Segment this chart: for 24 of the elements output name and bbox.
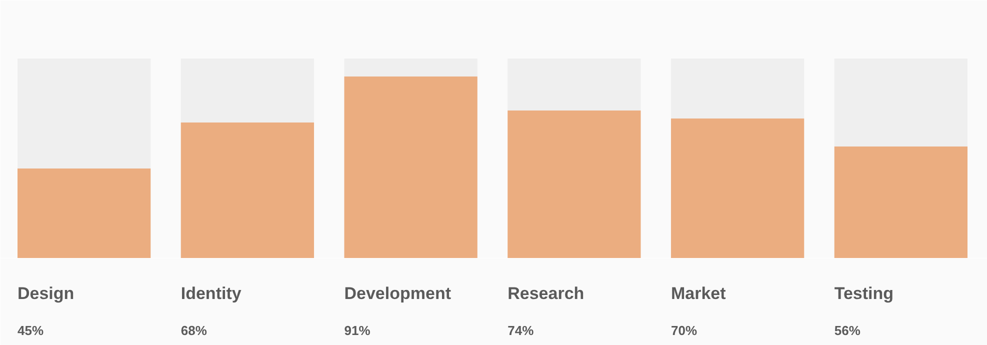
data-label: 91% (344, 323, 371, 338)
bar (180, 122, 314, 258)
bar (344, 58, 478, 76)
bar (670, 58, 804, 118)
bar (18, 58, 151, 168)
bar (834, 58, 968, 146)
bar (834, 146, 968, 258)
x-tick-label: Research (508, 284, 584, 303)
bar (18, 168, 151, 258)
bar (508, 58, 641, 110)
bar (670, 118, 804, 258)
data-label: 68% (180, 323, 208, 338)
bar (508, 110, 641, 258)
x-tick-label: Testing (834, 284, 894, 303)
data-label: 70% (670, 323, 698, 338)
data-label: 56% (834, 323, 861, 338)
x-tick-label: Market (670, 284, 726, 303)
bar (344, 76, 478, 258)
data-label: 74% (508, 323, 534, 338)
x-tick-label: Identity (180, 284, 242, 303)
data-label: 45% (18, 323, 44, 338)
x-tick-label: Development (344, 284, 452, 303)
x-tick-label: Design (18, 284, 74, 303)
bar (180, 58, 314, 122)
